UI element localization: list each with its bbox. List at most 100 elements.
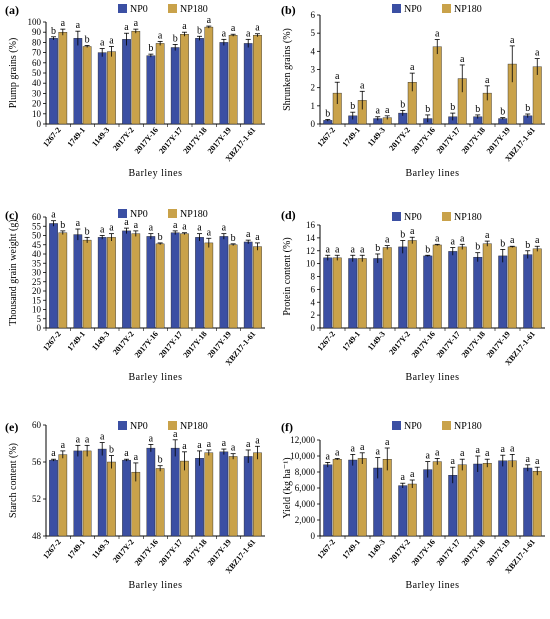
- legend-swatch-np180: [168, 4, 177, 13]
- bar-np0: [523, 467, 533, 537]
- significance-letter: b: [350, 101, 355, 112]
- chart-panel-4: (e) NP0 NP180 48 52 56 60 Starch content (%) Bar…: [5, 420, 265, 591]
- bar-np0: [122, 39, 131, 125]
- significance-letter: a: [360, 442, 365, 453]
- x-tick-label: 1149-3: [366, 330, 387, 353]
- significance-letter: b: [173, 33, 178, 44]
- significance-letter: a: [134, 18, 139, 29]
- significance-letter: a: [385, 105, 390, 116]
- y-tick-label: 8: [311, 272, 316, 282]
- significance-letter: a: [182, 21, 187, 32]
- significance-letter: a: [246, 439, 251, 450]
- bar-np0: [398, 485, 408, 537]
- bar-np180: [228, 456, 238, 537]
- significance-letter: b: [475, 242, 480, 253]
- significance-letter: a: [109, 35, 114, 46]
- significance-letter: a: [182, 222, 187, 233]
- y-tick-label: 40: [32, 78, 42, 88]
- significance-letter: a: [376, 447, 381, 458]
- x-tick-label: 2017Y-17: [435, 538, 462, 568]
- y-tick-label: 10: [306, 259, 316, 269]
- legend: NP0 NP180: [392, 212, 482, 223]
- y-tick-label: 4: [311, 46, 316, 56]
- bar-np0: [73, 450, 83, 537]
- significance-letter: a: [460, 54, 465, 65]
- bar-np180: [155, 468, 165, 537]
- x-tick-label: 2017Y-16: [410, 126, 437, 156]
- y-tick-label: 6,000: [295, 483, 316, 493]
- significance-letter: a: [222, 28, 227, 39]
- x-tick-label: 2017Y-18: [181, 126, 208, 156]
- x-axis-label: Barley lines: [405, 168, 459, 179]
- bar-np0: [170, 47, 180, 125]
- y-tick-label: 2: [311, 83, 316, 93]
- y-tick-label: 50: [32, 68, 42, 78]
- x-tick-label: 2017Y-16: [410, 330, 437, 360]
- panel-label: (c): [5, 208, 18, 222]
- significance-letter: a: [435, 447, 440, 458]
- x-tick-label: 2017Y-17: [157, 330, 184, 360]
- bar-np0: [243, 241, 253, 329]
- bar-np180: [357, 458, 367, 537]
- x-tick-label: 2017Y-2: [111, 538, 136, 565]
- y-tick-label: 52: [32, 494, 41, 504]
- legend-swatch-np0: [118, 209, 127, 218]
- y-axis-label: Starch content (%): [8, 443, 19, 518]
- y-axis-label: Yield (kg ha⁻¹): [282, 457, 293, 518]
- significance-letter: a: [501, 444, 506, 455]
- significance-letter: a: [510, 35, 515, 46]
- y-tick-label: 1: [311, 101, 316, 111]
- panel-label: (e): [5, 420, 18, 434]
- significance-letter: a: [510, 443, 515, 454]
- y-tick-label: 12,000: [290, 435, 315, 445]
- bar-np0: [323, 257, 333, 329]
- significance-letter: a: [385, 235, 390, 246]
- significance-letter: b: [231, 233, 236, 244]
- significance-letter: b: [500, 107, 505, 118]
- legend-label-np0: NP0: [130, 421, 148, 432]
- bar-np180: [58, 454, 68, 537]
- significance-letter: b: [60, 220, 65, 231]
- significance-letter: a: [173, 220, 178, 231]
- bar-np0: [373, 258, 383, 329]
- x-tick-label: 2017Y-16: [133, 538, 160, 568]
- y-tick-label: 14: [306, 233, 316, 243]
- bar-np180: [432, 244, 442, 329]
- bar-np0: [473, 256, 483, 329]
- bar-np180: [407, 240, 417, 329]
- x-tick-label: 1749-1: [66, 126, 87, 149]
- significance-letter: a: [207, 227, 212, 238]
- significance-letter: a: [158, 30, 163, 41]
- bar-np180: [131, 30, 141, 125]
- significance-letter: a: [401, 472, 406, 483]
- significance-letter: a: [535, 456, 540, 467]
- bar-np180: [204, 242, 214, 329]
- significance-letter: a: [255, 232, 260, 243]
- significance-letter: a: [124, 22, 129, 33]
- significance-letter: a: [134, 452, 139, 463]
- x-tick-label: 1749-1: [341, 330, 362, 353]
- x-tick-label: 1749-1: [66, 330, 87, 353]
- significance-letter: b: [450, 102, 455, 113]
- x-tick-label: 2017Y-2: [111, 330, 136, 357]
- x-tick-label: 2017Y-17: [157, 126, 184, 156]
- significance-letter: a: [451, 237, 456, 248]
- significance-letter: a: [335, 244, 340, 255]
- chart-panel-1: (b) NP0 NP180 0 1 2 3 4 5 6 Shrunken grains (%) Bar…: [281, 3, 545, 179]
- y-tick-label: 60: [32, 212, 42, 222]
- significance-letter: a: [351, 443, 356, 454]
- y-tick-label: 100: [28, 17, 42, 27]
- x-tick-label: 1749-1: [341, 126, 362, 149]
- significance-letter: b: [500, 238, 505, 249]
- significance-letter: a: [535, 235, 540, 246]
- legend-label-np180: NP180: [180, 421, 208, 432]
- bar-np0: [97, 52, 107, 125]
- bar-np0: [523, 254, 533, 329]
- significance-letter: b: [425, 104, 430, 115]
- significance-letter: a: [100, 38, 105, 49]
- bar-np0: [348, 258, 358, 329]
- y-tick-label: 80: [32, 37, 42, 47]
- significance-letter: a: [526, 454, 531, 465]
